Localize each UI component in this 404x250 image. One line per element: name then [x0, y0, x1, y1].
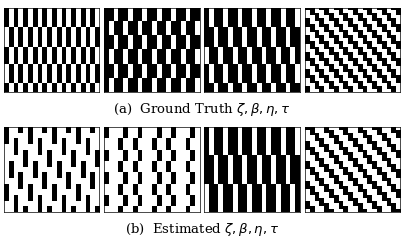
Text: (b)  Estimated $\zeta, \beta, \eta, \tau$: (b) Estimated $\zeta, \beta, \eta, \tau$	[125, 221, 279, 238]
Text: (a)  Ground Truth $\zeta, \beta, \eta, \tau$: (a) Ground Truth $\zeta, \beta, \eta, \t…	[113, 101, 291, 118]
